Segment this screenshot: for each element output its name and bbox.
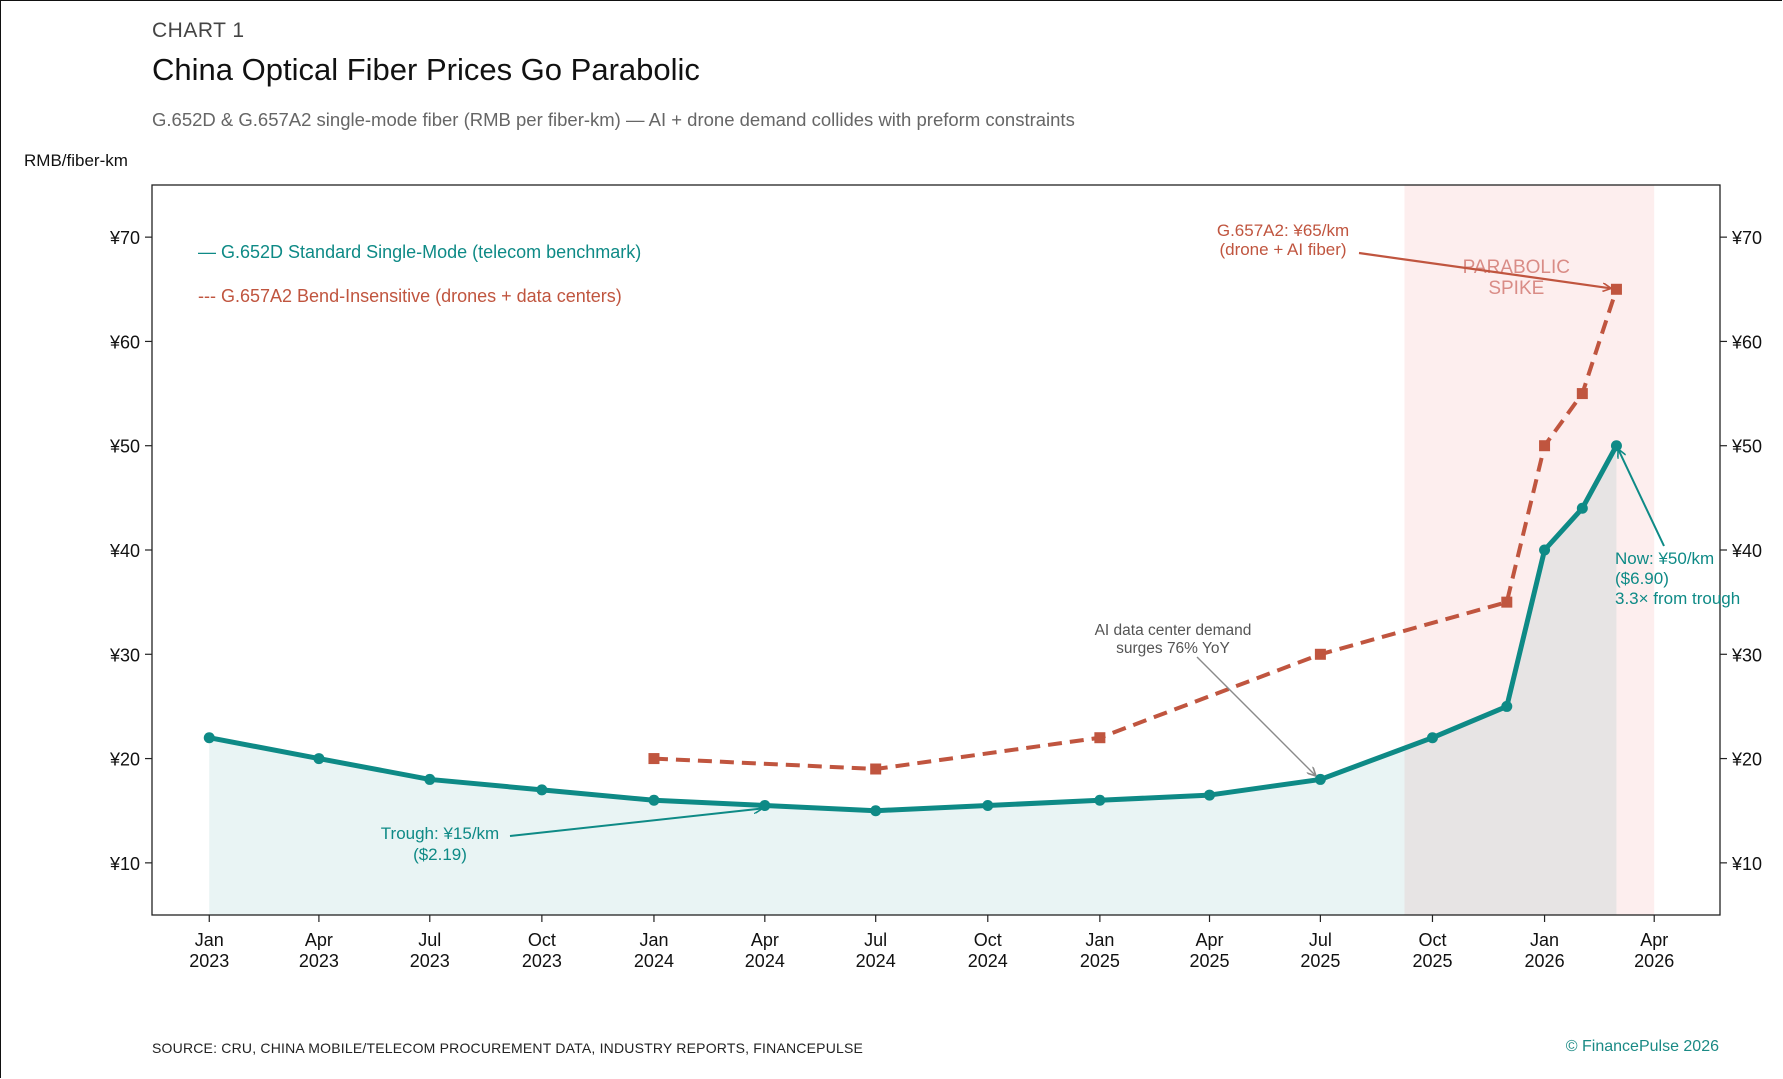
y-tick-label-left: ¥40 [109, 541, 140, 561]
x-tick-label-month: Apr [751, 930, 779, 950]
y-tick-label-left: ¥70 [109, 228, 140, 248]
g652d-point [982, 800, 994, 811]
x-tick-label-year: 2025 [1080, 951, 1120, 971]
g652d-point [1314, 773, 1326, 785]
g652d-line [206, 443, 1619, 814]
annotation-trough-line-1: Trough: ¥15/km [381, 824, 499, 843]
x-tick-label-month: Oct [1418, 930, 1446, 950]
x-tick-label-month: Jul [1309, 930, 1332, 950]
y-tick-label-right: ¥30 [1731, 645, 1762, 665]
x-tick-label-year: 2023 [189, 951, 229, 971]
y-tick-label-right: ¥50 [1731, 437, 1762, 457]
x-tick-label-month: Oct [974, 930, 1002, 950]
x-tick-label-year: 2024 [968, 951, 1008, 971]
x-tick-label-year: 2023 [299, 951, 339, 971]
x-tick-label-month: Jul [418, 930, 441, 950]
x-tick-label-month: Jan [195, 930, 224, 950]
x-tick-label-year: 2023 [522, 951, 562, 971]
x-tick-label-year: 2025 [1300, 951, 1340, 971]
x-tick-label-year: 2024 [634, 951, 674, 971]
g657a2-line [653, 288, 1619, 771]
x-tick-label-month: Jan [639, 930, 668, 950]
spike-label-line-2: SPIKE [1488, 278, 1544, 299]
g657a2-point [1539, 440, 1551, 452]
annotation-trough-arrow [509, 809, 762, 837]
x-tick-label-year: 2024 [745, 951, 785, 971]
y-tick-label-right: ¥60 [1731, 332, 1762, 352]
g652d-point [1426, 732, 1438, 744]
g652d-area-fill [209, 445, 1617, 915]
x-tick-label-month: Jul [864, 930, 887, 950]
x-tick-label-month: Apr [305, 930, 333, 950]
x-tick-label-year: 2026 [1525, 951, 1565, 971]
copyright-note: © FinancePulse 2026 [1565, 1038, 1719, 1055]
g652d-point [1204, 789, 1216, 801]
annotation-now-line-2: ($6.90) [1615, 569, 1669, 588]
x-tick-label-month: Jan [1530, 930, 1559, 950]
g657a2-point [648, 753, 660, 765]
annotation-g657a2-line-2: (drone + AI fiber) [1219, 240, 1346, 259]
annotation-ai-demand-line-2: surges 76% YoY [1116, 640, 1230, 657]
g652d-point [1501, 700, 1513, 712]
g652d-point [870, 805, 882, 817]
y-tick-label-left: ¥60 [109, 332, 140, 352]
chart-kicker: CHART 1 [152, 19, 245, 42]
g652d-point [1539, 544, 1551, 556]
y-tick-label-left: ¥30 [109, 645, 140, 665]
annotation-g657a2-arrow [1358, 251, 1610, 288]
x-tick-label-year: 2023 [410, 951, 450, 971]
y-tick-label-left: ¥10 [109, 854, 140, 874]
g652d-point [313, 753, 325, 765]
x-tick-label-month: Oct [528, 930, 556, 950]
g657a2-point [870, 763, 882, 775]
legend-entry-g652d: — G.652D Standard Single-Mode (telecom b… [198, 242, 641, 262]
spike-label-line-1: PARABOLIC [1463, 257, 1570, 278]
annotation-g657a2-line-1: G.657A2: ¥65/km [1217, 221, 1349, 240]
x-tick-label-year: 2024 [856, 951, 896, 971]
chart-subtitle: G.652D & G.657A2 single-mode fiber (RMB … [152, 109, 1075, 130]
chart-title: China Optical Fiber Prices Go Parabolic [152, 52, 700, 87]
x-tick-label-year: 2025 [1189, 951, 1229, 971]
y-tick-label-right: ¥10 [1731, 854, 1762, 874]
x-tick-label-month: Jan [1085, 930, 1114, 950]
g652d-point [424, 773, 436, 785]
y-tick-label-right: ¥40 [1731, 541, 1762, 561]
annotation-trough-line-2: ($2.19) [413, 845, 467, 864]
y-axis-label: RMB/fiber-km [24, 151, 128, 170]
x-tick-label-year: 2025 [1412, 951, 1452, 971]
annotation-now-line-3: 3.3× from trough [1615, 589, 1740, 608]
x-tick-label-year: 2026 [1634, 951, 1674, 971]
g652d-point [203, 732, 215, 744]
g657a2-point [1501, 596, 1513, 608]
g652d-point [1094, 794, 1106, 806]
g652d-point [648, 794, 660, 806]
y-tick-label-right: ¥20 [1731, 750, 1762, 770]
y-tick-label-right: ¥70 [1731, 228, 1762, 248]
y-tick-label-left: ¥50 [109, 437, 140, 457]
g652d-point [1576, 502, 1588, 514]
x-tick-label-month: Apr [1640, 930, 1668, 950]
g657a2-point [1314, 648, 1326, 660]
annotation-now-arrow [1618, 450, 1665, 547]
g657a2-point [1576, 388, 1588, 400]
source-note: SOURCE: CRU, CHINA MOBILE/TELECOM PROCUR… [152, 1040, 864, 1056]
g652d-point [1610, 440, 1622, 452]
g652d-point [536, 784, 548, 796]
annotation-ai-demand-arrow [1196, 656, 1315, 775]
annotation-ai-demand-line-1: AI data center demand [1095, 622, 1252, 639]
annotation-now-line-1: Now: ¥50/km [1615, 549, 1714, 568]
g657a2-point [1610, 283, 1622, 295]
x-tick-label-month: Apr [1196, 930, 1224, 950]
legend-entry-g657a2: --- G.657A2 Bend-Insensitive (drones + d… [198, 286, 622, 306]
y-tick-label-left: ¥20 [109, 750, 140, 770]
g657a2-point [1094, 732, 1106, 744]
